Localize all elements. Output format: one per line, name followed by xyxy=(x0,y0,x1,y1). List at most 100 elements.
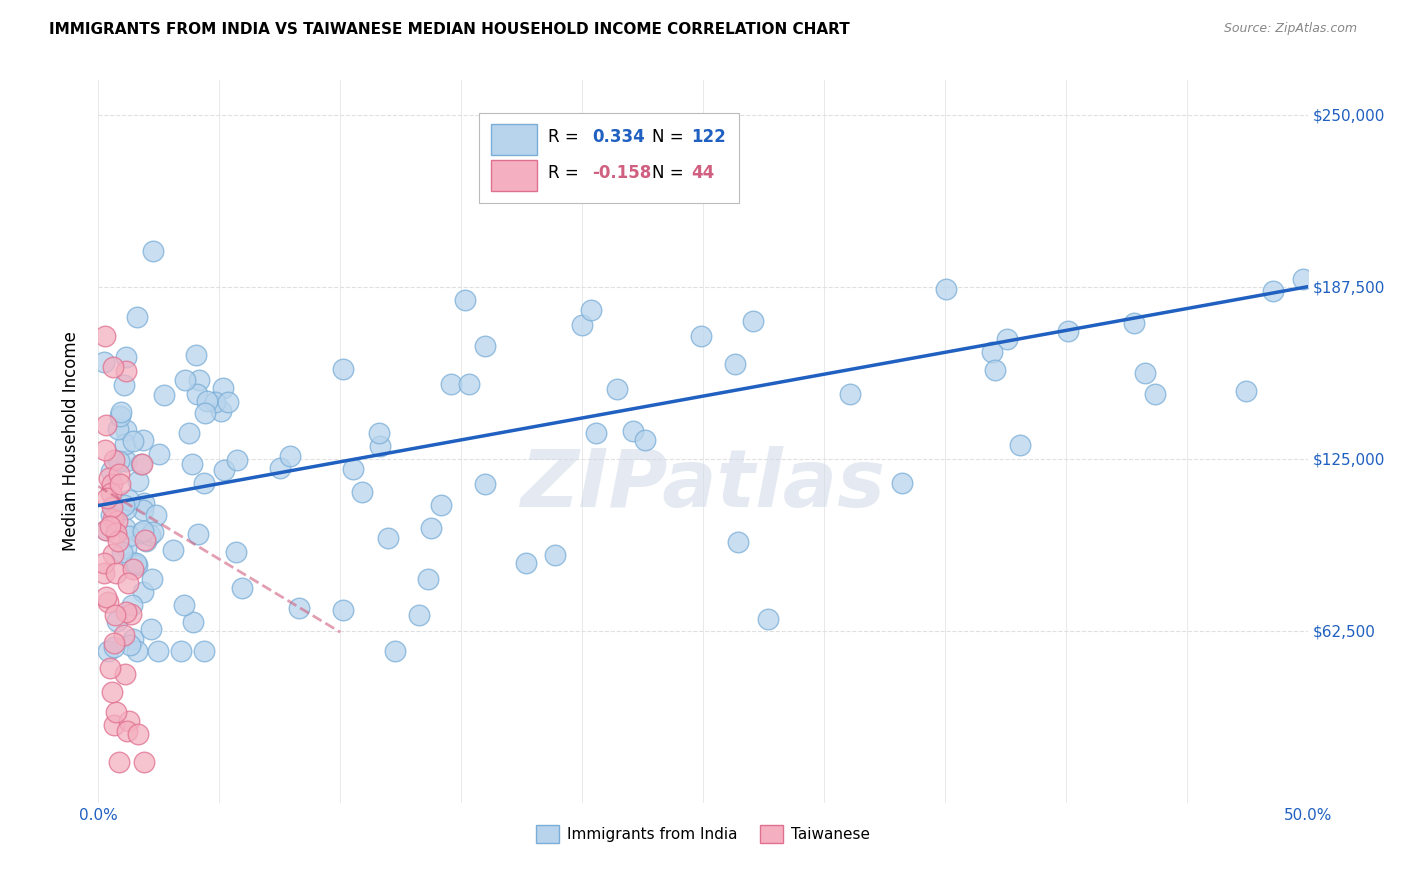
Point xyxy=(132,503,155,517)
Point xyxy=(105,526,128,541)
Point xyxy=(117,576,139,591)
Point xyxy=(332,603,354,617)
Point xyxy=(105,705,128,719)
Point xyxy=(173,598,195,612)
Point xyxy=(1056,324,1078,338)
Point xyxy=(183,615,205,629)
Point xyxy=(127,644,149,658)
Point xyxy=(103,718,125,732)
Point xyxy=(108,454,131,468)
Point xyxy=(984,363,1007,377)
Point xyxy=(368,426,391,441)
Point xyxy=(1123,316,1146,330)
Point xyxy=(115,723,138,738)
Text: R =: R = xyxy=(548,164,579,182)
Point xyxy=(162,542,184,557)
Point xyxy=(118,638,141,652)
Point xyxy=(194,406,217,420)
Point xyxy=(211,381,233,395)
Point xyxy=(180,457,202,471)
Point xyxy=(103,640,125,654)
Point xyxy=(115,502,138,516)
Point xyxy=(995,332,1018,346)
Bar xyxy=(492,124,537,154)
Y-axis label: Median Household Income: Median Household Income xyxy=(62,332,80,551)
Point xyxy=(838,386,860,401)
Point xyxy=(129,526,152,541)
Point xyxy=(935,282,957,296)
Point xyxy=(112,628,135,642)
Text: ZIPatlas: ZIPatlas xyxy=(520,446,886,524)
FancyBboxPatch shape xyxy=(479,112,740,203)
Point xyxy=(121,434,143,448)
Point xyxy=(96,644,118,658)
Point xyxy=(146,644,169,658)
Point xyxy=(139,622,162,636)
Point xyxy=(93,566,115,580)
Point xyxy=(1135,367,1157,381)
Text: -0.158: -0.158 xyxy=(592,164,651,182)
Point xyxy=(132,585,155,599)
Point xyxy=(440,376,463,391)
Point xyxy=(891,475,914,490)
Point xyxy=(585,426,607,441)
Point xyxy=(131,457,153,471)
Text: 122: 122 xyxy=(690,128,725,145)
Point xyxy=(121,554,143,568)
Point xyxy=(408,608,430,623)
Point xyxy=(416,572,439,586)
Point xyxy=(103,512,125,526)
Point xyxy=(141,572,163,586)
Point xyxy=(188,373,211,387)
Point xyxy=(217,395,239,409)
Point xyxy=(690,328,713,343)
Point xyxy=(101,500,124,514)
Point xyxy=(177,425,200,440)
Point xyxy=(186,387,208,401)
Point xyxy=(606,382,628,396)
Point xyxy=(571,318,593,332)
Point xyxy=(96,491,118,506)
Point xyxy=(115,605,138,619)
Point xyxy=(104,608,127,623)
Point xyxy=(129,457,152,471)
Text: 0.334: 0.334 xyxy=(592,128,644,145)
Point xyxy=(187,527,209,541)
Point xyxy=(103,504,125,518)
Point xyxy=(114,666,136,681)
Point xyxy=(1263,285,1285,299)
Point xyxy=(96,418,118,433)
Point xyxy=(100,464,122,478)
Point xyxy=(97,471,120,485)
Point xyxy=(193,644,215,658)
Point xyxy=(621,424,644,438)
Point xyxy=(122,562,145,576)
Point xyxy=(115,423,138,437)
Point xyxy=(1010,438,1032,452)
Point xyxy=(342,461,364,475)
Point xyxy=(148,448,170,462)
Point xyxy=(377,531,399,545)
Point xyxy=(118,714,141,728)
Point xyxy=(108,755,131,769)
Point xyxy=(112,498,135,512)
Legend: Immigrants from India, Taiwanese: Immigrants from India, Taiwanese xyxy=(530,819,876,849)
Point xyxy=(121,632,143,647)
Point xyxy=(118,529,141,543)
Point xyxy=(193,476,215,491)
Point xyxy=(127,727,149,741)
Point xyxy=(430,498,453,512)
Point xyxy=(579,303,602,318)
Point xyxy=(278,449,301,463)
Point xyxy=(132,496,155,510)
Point xyxy=(226,453,249,467)
Point xyxy=(103,636,125,650)
Point xyxy=(980,344,1002,359)
Point xyxy=(756,612,779,626)
Point xyxy=(225,545,247,559)
Text: N =: N = xyxy=(652,164,683,182)
Point xyxy=(184,348,207,362)
Point xyxy=(1234,384,1257,398)
Point xyxy=(127,474,149,488)
Point xyxy=(742,314,765,328)
